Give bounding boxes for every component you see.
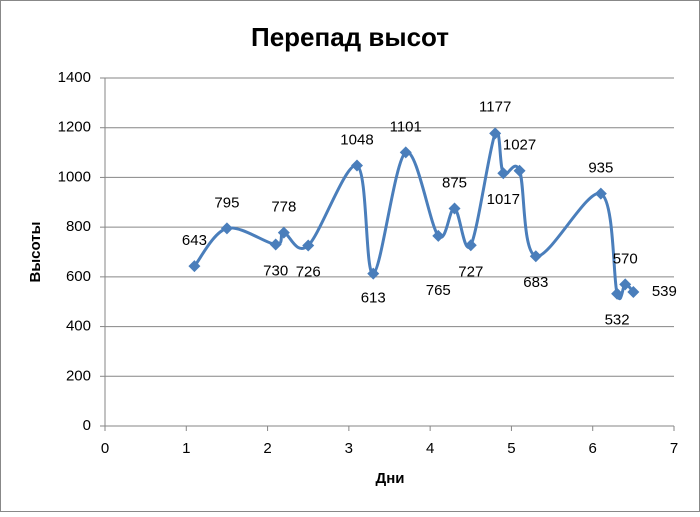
x-tick-label: 1 <box>182 440 190 457</box>
x-tick-label: 7 <box>670 440 678 457</box>
data-label: 726 <box>296 264 321 281</box>
data-label: 1027 <box>503 137 536 154</box>
data-label: 613 <box>361 290 386 307</box>
y-tick-label: 400 <box>66 318 91 335</box>
point-marker <box>399 146 412 159</box>
point-marker <box>619 278 632 291</box>
point-marker <box>277 226 290 239</box>
x-tick-label: 6 <box>589 440 597 457</box>
chart-title: Перепад высот <box>251 22 449 52</box>
x-tick-label: 0 <box>101 440 109 457</box>
x-tick-label: 2 <box>263 440 271 457</box>
data-label: 730 <box>263 263 288 280</box>
point-marker <box>497 167 510 180</box>
y-tick-label: 1400 <box>58 69 91 86</box>
y-tick-label: 800 <box>66 218 91 235</box>
point-marker <box>432 229 445 242</box>
data-label: 778 <box>271 199 296 216</box>
point-marker <box>464 239 477 252</box>
point-marker <box>350 159 363 172</box>
point-marker <box>594 187 607 200</box>
data-label: 765 <box>426 282 451 299</box>
data-label: 1017 <box>487 191 520 208</box>
y-axis-label: Высоты <box>27 222 44 283</box>
point-marker <box>220 222 233 235</box>
point-marker <box>529 250 542 263</box>
data-label: 532 <box>605 312 630 329</box>
point-marker <box>611 287 624 300</box>
data-label: 1177 <box>479 98 511 115</box>
data-label: 875 <box>442 174 467 191</box>
point-marker <box>188 260 201 273</box>
point-marker <box>367 267 380 280</box>
data-label: 1048 <box>340 131 373 148</box>
point-marker <box>269 238 282 251</box>
data-label: 570 <box>613 250 638 267</box>
data-label: 683 <box>523 274 548 291</box>
data-label: 539 <box>652 283 677 300</box>
x-tick-label: 4 <box>426 440 434 457</box>
y-tick-label: 600 <box>66 268 91 285</box>
x-tick-label: 5 <box>507 440 515 457</box>
data-label: 935 <box>588 160 613 177</box>
y-tick-label: 200 <box>66 367 91 384</box>
data-label: 795 <box>214 194 239 211</box>
x-tick-label: 3 <box>345 440 353 457</box>
point-marker <box>627 286 640 299</box>
data-label: 1101 <box>390 118 422 135</box>
y-tick-label: 1000 <box>58 168 91 185</box>
point-marker <box>513 164 526 177</box>
point-marker <box>489 127 502 140</box>
point-marker <box>448 202 461 215</box>
data-label: 727 <box>458 263 483 280</box>
y-tick-label: 0 <box>83 417 91 434</box>
x-axis-label: Дни <box>376 470 405 487</box>
y-tick-label: 1200 <box>58 119 91 136</box>
point-marker <box>302 239 315 252</box>
data-label: 643 <box>182 232 207 249</box>
